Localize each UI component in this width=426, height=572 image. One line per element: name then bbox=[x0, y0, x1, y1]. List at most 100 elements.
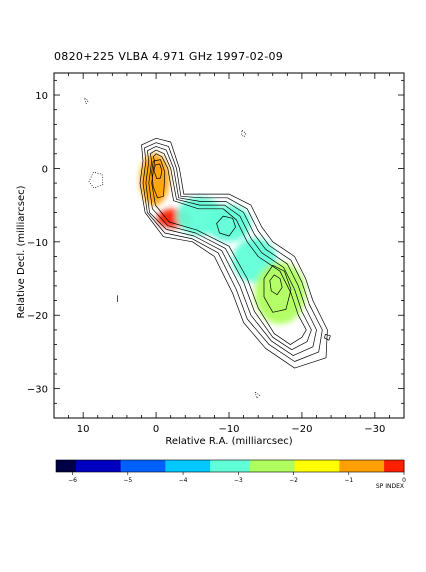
spectral-patch-5 bbox=[254, 262, 306, 325]
contour-8 bbox=[263, 264, 292, 313]
y-tick-label: −10 bbox=[27, 238, 48, 249]
colorbar-cell bbox=[135, 460, 142, 472]
colorbar-cell bbox=[244, 460, 251, 472]
colorbar-cell bbox=[160, 460, 166, 472]
colorbar-cell bbox=[200, 460, 206, 472]
colorbar-cell bbox=[304, 460, 311, 472]
colorbar-cell bbox=[225, 460, 231, 472]
colorbar-cell bbox=[354, 460, 360, 472]
colorbar-cell bbox=[215, 460, 221, 472]
contour-11 bbox=[84, 97, 89, 105]
x-axis: 10 0 −10 −20 −30 bbox=[53, 73, 405, 435]
contour-0 bbox=[139, 137, 328, 369]
y-tick-label: −30 bbox=[27, 385, 48, 396]
colorbar-cell bbox=[284, 460, 291, 472]
colorbar-cell bbox=[155, 460, 161, 472]
spectral-index-map bbox=[140, 153, 306, 325]
colorbar-cell bbox=[264, 460, 271, 472]
contour-layer bbox=[84, 97, 331, 399]
contour-9 bbox=[269, 274, 283, 296]
colorbar-frame bbox=[55, 459, 405, 473]
colorbar-cell bbox=[60, 460, 67, 472]
colorbar-cell bbox=[369, 460, 375, 472]
colorbar-cell bbox=[145, 460, 151, 472]
colorbar-cell bbox=[274, 460, 281, 472]
colorbar-cell bbox=[239, 460, 246, 472]
colorbar-cell bbox=[115, 460, 122, 472]
colorbar-cell bbox=[339, 460, 345, 472]
colorbar-cell bbox=[90, 460, 97, 472]
colorbar-cell bbox=[140, 460, 146, 472]
contour-5 bbox=[151, 159, 166, 199]
colorbar-cell bbox=[180, 460, 186, 472]
contour-14 bbox=[324, 333, 331, 341]
colorbar-cell bbox=[190, 460, 196, 472]
colorbar-cell bbox=[259, 460, 266, 472]
y-tick-label: 0 bbox=[42, 164, 48, 175]
contour-4 bbox=[151, 153, 307, 345]
contour-13 bbox=[254, 391, 260, 399]
colorbar-cell bbox=[249, 460, 256, 472]
colorbar-cell bbox=[130, 460, 137, 472]
colorbar-cell bbox=[389, 460, 395, 472]
x-tick-label: −10 bbox=[218, 424, 239, 435]
spectral-patch-3 bbox=[207, 205, 251, 242]
colorbar-cell bbox=[344, 460, 350, 472]
y-axis: 10 0 −10 −20 −30 bbox=[27, 79, 404, 419]
contour-6 bbox=[153, 163, 163, 180]
x-tick-label: −20 bbox=[291, 424, 312, 435]
colorbar-tick-label: −6 bbox=[68, 477, 77, 484]
contour-7 bbox=[216, 215, 236, 237]
colorbar-cell bbox=[314, 460, 320, 472]
colorbar-cell bbox=[100, 460, 107, 472]
x-tick-label: −30 bbox=[364, 424, 385, 435]
colorbar-cell bbox=[230, 460, 236, 472]
colorbar-cell bbox=[269, 460, 276, 472]
colorbar-tick-label: −4 bbox=[179, 477, 188, 484]
colorbar-cell bbox=[105, 460, 112, 472]
plot-frame bbox=[53, 72, 405, 419]
colorbar-cell bbox=[394, 460, 400, 472]
colorbar-cell bbox=[205, 460, 211, 472]
contour-10 bbox=[88, 171, 104, 189]
colorbar-cell bbox=[75, 460, 82, 472]
contour-1 bbox=[142, 142, 323, 362]
colorbar-cell bbox=[254, 460, 261, 472]
colorbar-cell bbox=[299, 460, 306, 472]
contour-12 bbox=[241, 129, 247, 138]
contour-2 bbox=[145, 146, 317, 356]
chart-title: 0820+225 VLBA 4.971 GHz 1997-02-09 bbox=[54, 50, 283, 63]
colorbar-cell bbox=[185, 460, 191, 472]
colorbar-cell bbox=[110, 460, 117, 472]
colorbar-cell bbox=[170, 460, 176, 472]
colorbar-cell bbox=[364, 460, 370, 472]
colorbar-cell bbox=[210, 460, 216, 472]
colorbar-cell bbox=[195, 460, 201, 472]
colorbar-tick-label: −2 bbox=[289, 477, 298, 484]
colorbar-tick-label: 0 bbox=[402, 477, 406, 484]
colorbar-cell bbox=[80, 460, 87, 472]
colorbar-tick-label: −3 bbox=[234, 477, 243, 484]
colorbar-cell bbox=[120, 460, 127, 472]
colorbar-cell bbox=[294, 460, 301, 472]
colorbar-cell bbox=[150, 460, 156, 472]
x-tick-label: 10 bbox=[77, 424, 90, 435]
colorbar-cell bbox=[220, 460, 226, 472]
contour-3 bbox=[148, 149, 312, 351]
colorbar-tick-label: −5 bbox=[123, 477, 132, 484]
colorbar-cell bbox=[279, 460, 286, 472]
colorbar-cell bbox=[384, 460, 390, 472]
colorbar-cell bbox=[349, 460, 355, 472]
colorbar-cell bbox=[319, 460, 325, 472]
colorbar-cell bbox=[56, 460, 62, 472]
y-tick-label: −20 bbox=[27, 311, 48, 322]
colorbar-tick-label: −1 bbox=[344, 477, 353, 484]
colorbar-cell bbox=[359, 460, 365, 472]
colorbar-cell bbox=[175, 460, 181, 472]
colorbar-cell bbox=[334, 460, 340, 472]
colorbar-cell bbox=[329, 460, 335, 472]
x-tick-label: 0 bbox=[153, 424, 159, 435]
colorbar-cell bbox=[70, 460, 77, 472]
colorbar-cell bbox=[65, 460, 72, 472]
